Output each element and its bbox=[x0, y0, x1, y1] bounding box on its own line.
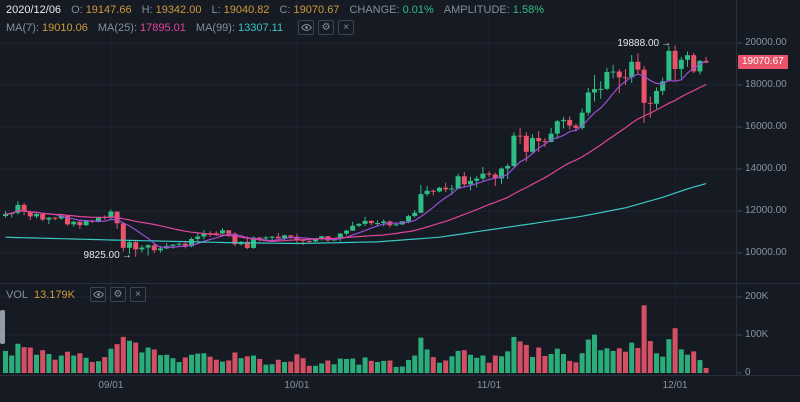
low-field: L: 19040.82 bbox=[211, 4, 270, 16]
x-axis-label: 12/01 bbox=[662, 380, 688, 391]
high-field: H: 19342.00 bbox=[141, 4, 202, 16]
x-axis-label: 09/01 bbox=[98, 380, 124, 391]
ma-visibility-eye-icon[interactable] bbox=[298, 20, 315, 35]
ma25-legend: MA(25): 17895.01 bbox=[97, 21, 186, 34]
close-field: C: 19070.67 bbox=[279, 4, 340, 16]
ma99-legend: MA(99): 13307.11 bbox=[195, 21, 284, 34]
ma-settings-gear-icon[interactable]: ⚙ bbox=[318, 20, 335, 35]
price-axis-label: 18000.00 bbox=[745, 79, 787, 91]
volume-header-row: VOL 13.179K ⚙ × bbox=[6, 287, 146, 302]
low-price-annotation: 9825.00 → bbox=[83, 249, 132, 261]
volume-axis-label: 0 bbox=[745, 367, 751, 378]
ma7-legend: MA(7): 19010.06 bbox=[6, 21, 88, 34]
ma-indicator-controls: ⚙ × bbox=[298, 20, 355, 35]
eye-icon bbox=[300, 23, 312, 32]
price-axis-label: 20000.00 bbox=[745, 37, 787, 49]
ma-remove-close-icon[interactable]: × bbox=[338, 20, 355, 35]
volume-settings-gear-icon[interactable]: ⚙ bbox=[110, 287, 126, 302]
high-price-annotation: 19888.00 → bbox=[617, 38, 672, 50]
volume-axis-label: 200K bbox=[745, 291, 769, 302]
volume-label: VOL bbox=[6, 288, 29, 301]
volume-value: 13.179K bbox=[34, 288, 75, 301]
price-axis-label: 16000.00 bbox=[745, 121, 787, 132]
volume-axis-label: 100K bbox=[745, 329, 769, 340]
x-axis-label: 11/01 bbox=[476, 380, 502, 391]
price-axis-label: 14000.00 bbox=[745, 163, 787, 174]
pane-scroll-handle[interactable] bbox=[0, 310, 5, 344]
price-axis-label: 12000.00 bbox=[745, 204, 787, 216]
current-date: 2020/12/06 bbox=[6, 4, 62, 16]
volume-visibility-eye-icon[interactable] bbox=[90, 287, 106, 302]
volume-indicator-controls: ⚙ × bbox=[90, 287, 146, 302]
open-field: O: 19147.66 bbox=[71, 4, 132, 16]
ma-legend-row: MA(7): 19010.06 MA(25): 17895.01 MA(99):… bbox=[6, 20, 355, 35]
last-price-badge: 19070.67 bbox=[738, 54, 788, 69]
amplitude-field: AMPLITUDE: 1.58% bbox=[443, 4, 544, 16]
ohlc-header-row: 2020/12/06 O: 19147.66 H: 19342.00 L: 19… bbox=[6, 4, 544, 16]
volume-remove-close-icon[interactable]: × bbox=[130, 287, 146, 302]
change-field: CHANGE: 0.01% bbox=[349, 4, 434, 16]
eye-icon bbox=[92, 290, 104, 299]
x-axis-label: 10/01 bbox=[284, 380, 310, 391]
right-arrow-icon: → bbox=[121, 249, 132, 261]
right-arrow-icon: → bbox=[661, 38, 672, 50]
price-axis-label: 10000.00 bbox=[745, 246, 787, 258]
